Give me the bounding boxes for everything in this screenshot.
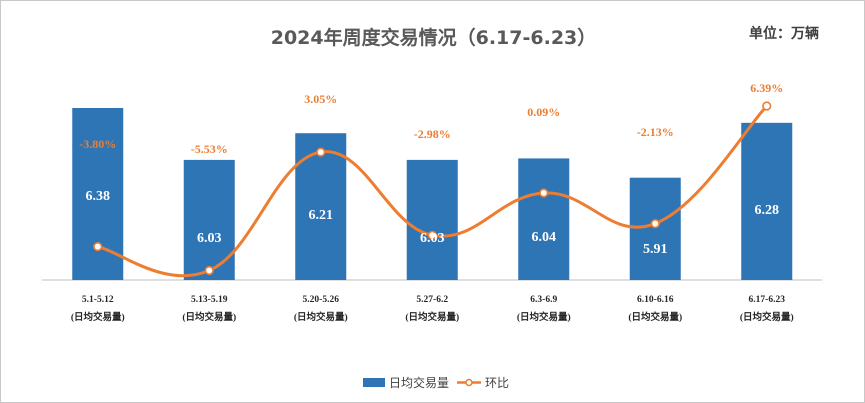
- bar-4: [406, 159, 458, 280]
- ratio-point-6: [650, 218, 660, 229]
- category-sublabel-2: (日均交易量): [182, 311, 236, 323]
- ratio-point-1: [93, 242, 103, 252]
- category-label-5: 6.3-6.9: [530, 295, 557, 305]
- ratio-point-4: [427, 230, 437, 240]
- ratio-point-7: [762, 101, 772, 111]
- chart-title: 2024年周度交易情况（6.17-6.23）: [270, 27, 597, 49]
- category-label-2: 5.13-5.19: [191, 295, 228, 305]
- bar-value-label-5: 6.04: [532, 230, 557, 245]
- bar-6: [629, 177, 681, 280]
- ratio-label-2: -5.53%: [191, 142, 228, 156]
- bar-1: [72, 108, 124, 280]
- bar-value-label-7: 6.28: [755, 203, 780, 218]
- category-sublabel-6: (日均交易量): [628, 311, 682, 323]
- legend-label-bar: 日均交易量: [389, 375, 449, 390]
- bar-value-label-2: 6.03: [197, 231, 222, 246]
- ratio-label-4: -2.98%: [414, 127, 451, 141]
- bar-value-label-4: 6.03: [420, 231, 445, 246]
- legend-label-line: 环比: [485, 376, 509, 390]
- legend-swatch-marker: [465, 378, 473, 387]
- bar-2: [183, 159, 235, 280]
- category-sublabel-5: (日均交易量): [517, 311, 571, 323]
- unit-label: 单位：万辆: [749, 26, 819, 42]
- category-label-1: 5.1-5.12: [82, 295, 114, 305]
- category-sublabel-3: (日均交易量): [294, 311, 348, 323]
- legend-swatch-bar: [363, 378, 385, 387]
- bar-7: [741, 122, 793, 281]
- category-label-6: 6.10-6.16: [637, 295, 674, 305]
- category-sublabel-1: (日均交易量): [71, 311, 125, 323]
- ratio-label-3: 3.05%: [304, 92, 337, 106]
- ratio-label-7: 6.39%: [750, 81, 783, 95]
- bar-5: [518, 158, 570, 280]
- category-label-4: 5.27-6.2: [416, 295, 448, 305]
- ratio-point-2: [204, 265, 214, 276]
- bar-value-label-6: 5.91: [643, 242, 668, 257]
- bar-value-label-1: 6.38: [86, 189, 111, 204]
- ratio-label-5: 0.09%: [527, 105, 560, 119]
- bar-value-label-3: 6.21: [309, 208, 334, 223]
- ratio-label-6: -2.13%: [637, 125, 674, 139]
- ratio-label-1: -3.80%: [79, 137, 116, 151]
- category-sublabel-7: (日均交易量): [740, 311, 794, 323]
- ratio-point-5: [539, 188, 549, 198]
- ratio-point-3: [316, 147, 326, 157]
- category-sublabel-4: (日均交易量): [405, 311, 459, 323]
- category-label-3: 5.20-5.26: [303, 295, 340, 305]
- category-label-7: 6.17-6.23: [749, 295, 786, 305]
